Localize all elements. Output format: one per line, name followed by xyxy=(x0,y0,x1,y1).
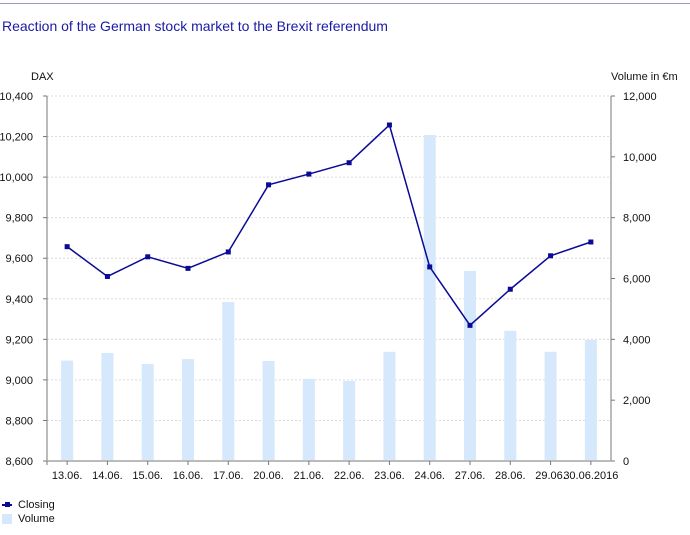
legend-closing: Closing xyxy=(2,499,55,511)
right-tick-label: 10,000 xyxy=(623,152,657,164)
volume-bar xyxy=(504,330,517,461)
left-tick-label: 9,600 xyxy=(5,253,33,265)
x-tick-label: 27.06. xyxy=(455,470,486,482)
closing-point xyxy=(548,253,554,259)
volume-bar xyxy=(61,360,74,461)
left-tick-label: 9,400 xyxy=(5,294,33,306)
left-tick-label: 9,000 xyxy=(5,375,33,387)
left-tick-label: 8,800 xyxy=(5,415,33,427)
left-tick-label: 9,800 xyxy=(5,213,33,225)
x-tick-label: 13.06. xyxy=(52,470,83,482)
volume-bar xyxy=(101,353,114,461)
top-divider xyxy=(0,3,690,4)
right-tick-label: 8,000 xyxy=(623,213,651,225)
left-axis-label: DAX xyxy=(31,71,54,83)
closing-point xyxy=(185,265,191,271)
closing-point xyxy=(588,239,594,245)
right-tick-label: 12,000 xyxy=(623,91,657,103)
closing-point xyxy=(225,249,231,255)
closing-point xyxy=(104,273,110,279)
volume-bar xyxy=(262,360,275,461)
x-tick-label: 22.06. xyxy=(334,470,365,482)
left-tick-label: 10,200 xyxy=(0,132,33,144)
line-marker-icon xyxy=(2,500,12,510)
x-tick-label: 28.06. xyxy=(495,470,526,482)
x-tick-label: 30.06.2016 xyxy=(563,470,618,482)
x-tick-label: 20.06. xyxy=(253,470,284,482)
chart-title: Reaction of the German stock market to t… xyxy=(2,18,388,34)
volume-bar xyxy=(182,359,194,461)
left-tick-label: 8,600 xyxy=(5,456,33,468)
closing-point xyxy=(386,122,392,128)
left-tick-label: 10,000 xyxy=(0,172,33,184)
volume-bar xyxy=(222,301,235,461)
right-tick-label: 6,000 xyxy=(623,274,651,286)
x-tick-label: 29.06. xyxy=(535,470,566,482)
x-tick-label: 15.06. xyxy=(132,470,163,482)
volume-bar xyxy=(383,351,396,461)
volume-bar xyxy=(544,351,557,461)
left-tick-label: 9,200 xyxy=(5,334,33,346)
legend-label: Closing xyxy=(18,499,55,511)
volume-bar xyxy=(141,363,154,461)
volume-bar xyxy=(302,378,315,461)
right-tick-label: 2,000 xyxy=(623,395,651,407)
closing-line xyxy=(66,123,592,327)
closing-point xyxy=(427,264,433,270)
legend-volume: Volume xyxy=(2,513,55,525)
volume-bar xyxy=(423,134,436,461)
volume-bar xyxy=(464,270,476,461)
left-tick-label: 10,400 xyxy=(0,91,33,103)
closing-point xyxy=(64,244,70,250)
volume-bar xyxy=(343,381,356,461)
legend-label: Volume xyxy=(18,513,55,525)
x-tick-label: 16.06. xyxy=(173,470,204,482)
volume-bar xyxy=(584,339,597,461)
right-axis-label: Volume in €m xyxy=(611,71,678,83)
closing-point xyxy=(346,160,352,166)
x-tick-label: 24.06. xyxy=(414,470,445,482)
closing-point xyxy=(266,182,272,188)
x-tick-label: 21.06. xyxy=(294,470,325,482)
x-tick-label: 14.06. xyxy=(92,470,123,482)
closing-point xyxy=(306,171,312,177)
closing-point xyxy=(507,286,513,292)
x-tick-label: 23.06. xyxy=(374,470,405,482)
right-tick-label: 4,000 xyxy=(623,334,651,346)
right-tick-label: 0 xyxy=(623,456,629,468)
closing-point xyxy=(467,322,473,328)
closing-point xyxy=(145,254,151,260)
x-tick-label: 17.06. xyxy=(213,470,244,482)
bar-swatch-icon xyxy=(2,514,12,524)
